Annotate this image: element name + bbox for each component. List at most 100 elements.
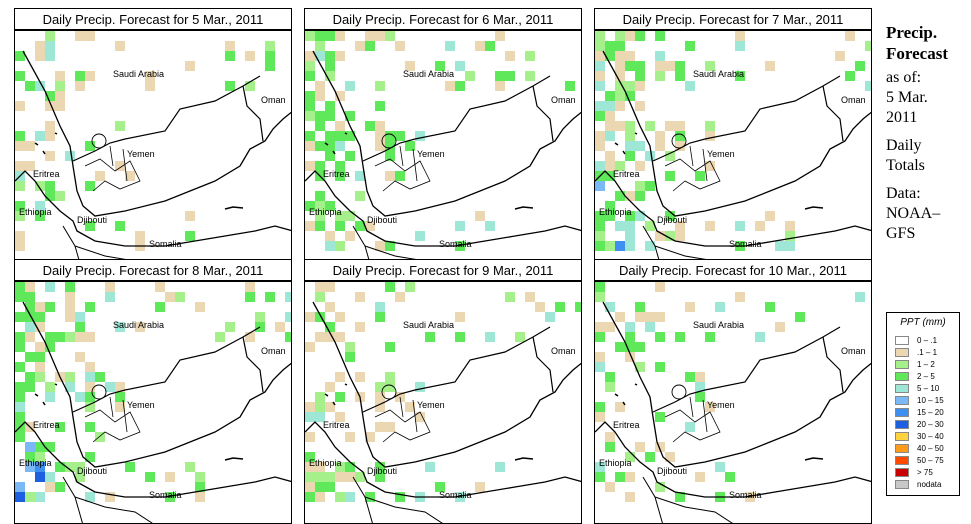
- precip-cell: [65, 292, 75, 302]
- coastline: [595, 421, 871, 498]
- precip-cell: [45, 181, 55, 191]
- label-yemen: Yemen: [127, 149, 155, 159]
- precip-cell: [35, 352, 45, 362]
- label-ethiopia: Ethiopia: [599, 458, 632, 468]
- precip-cell: [135, 322, 145, 332]
- precip-cell: [75, 462, 85, 472]
- precip-cell: [655, 61, 665, 71]
- label-eritrea: Eritrea: [33, 169, 60, 179]
- label-somalia: Somalia: [149, 490, 182, 500]
- precip-cell: [75, 332, 85, 342]
- precip-cell: [605, 161, 615, 171]
- precip-cell: [85, 31, 95, 41]
- precip-cell: [25, 141, 35, 151]
- precip-cell: [145, 71, 155, 81]
- precip-cell: [15, 292, 25, 302]
- precip-cell: [105, 492, 115, 502]
- precip-cell: [335, 332, 345, 342]
- precip-cell: [415, 131, 425, 141]
- precip-cell: [305, 492, 315, 502]
- precip-cell: [425, 462, 435, 472]
- precip-cell: [355, 41, 365, 51]
- precip-cell: [335, 211, 345, 221]
- precip-cell: [305, 201, 315, 211]
- precip-cell: [45, 332, 55, 342]
- precip-cell: [335, 161, 345, 171]
- legend-label: > 75: [917, 468, 933, 477]
- precip-cell: [375, 472, 385, 482]
- coastline: [305, 170, 581, 247]
- sanaa-circle: [381, 384, 397, 400]
- precip-cell: [645, 181, 655, 191]
- precip-cell: [35, 131, 45, 141]
- precip-cell: [15, 332, 25, 342]
- precip-cell: [445, 81, 455, 91]
- precip-cell: [115, 161, 125, 171]
- precip-cell: [775, 241, 785, 251]
- precip-cell: [35, 302, 45, 312]
- precip-cell: [595, 211, 605, 221]
- precip-cell: [315, 111, 325, 121]
- precip-cell: [315, 121, 325, 131]
- precip-cell: [185, 61, 195, 71]
- precip-cell: [525, 51, 535, 61]
- precip-cell: [625, 51, 635, 61]
- precip-cell: [605, 372, 615, 382]
- precip-cell: [375, 382, 385, 392]
- precip-cell: [65, 312, 75, 322]
- precip-cell: [655, 282, 665, 292]
- precip-cell: [15, 181, 25, 191]
- sanaa-circle: [671, 133, 687, 149]
- precip-cell: [595, 181, 605, 191]
- precip-cell: [695, 372, 705, 382]
- precip-cell: [595, 322, 605, 332]
- precip-cell: [635, 312, 645, 322]
- precip-cell: [435, 482, 445, 492]
- precip-cell: [45, 342, 55, 352]
- label-saudi-arabia: Saudi Arabia: [403, 320, 454, 330]
- precip-cell: [385, 422, 395, 432]
- precip-cell: [625, 231, 635, 241]
- precip-cell: [605, 211, 615, 221]
- precip-cell: [85, 492, 95, 502]
- precip-cell: [25, 372, 35, 382]
- precip-cell: [375, 392, 385, 402]
- precip-cell: [115, 121, 125, 131]
- precip-cell: [45, 302, 55, 312]
- precip-cell: [415, 382, 425, 392]
- precip-cell: [375, 121, 385, 131]
- precip-cell: [315, 312, 325, 322]
- precip-cell: [65, 462, 75, 472]
- province-borders: [374, 145, 431, 192]
- precip-cell: [65, 302, 75, 312]
- label-yemen: Yemen: [707, 149, 735, 159]
- precip-cell: [75, 392, 85, 402]
- precip-cell: [625, 141, 635, 151]
- precip-cell: [315, 392, 325, 402]
- precip-cell: [595, 362, 605, 372]
- precip-cell: [735, 221, 745, 231]
- precip-cell: [635, 161, 645, 171]
- precip-cell: [305, 91, 315, 101]
- precip-cell: [185, 462, 195, 472]
- precip-cell: [335, 412, 345, 422]
- precip-cell: [675, 61, 685, 71]
- precip-cell: [125, 462, 135, 472]
- precip-cell: [635, 71, 645, 81]
- precip-cell: [45, 472, 55, 482]
- precip-cell: [415, 231, 425, 241]
- precip-cell: [535, 302, 545, 312]
- precip-cell: [595, 101, 605, 111]
- legend-swatch: [895, 372, 909, 381]
- precip-cell: [115, 221, 125, 231]
- precip-cell: [25, 312, 35, 322]
- precip-cell: [665, 211, 675, 221]
- precip-cell: [375, 81, 385, 91]
- precip-cell: [355, 322, 365, 332]
- label-somalia: Somalia: [729, 239, 762, 249]
- precip-cell: [765, 302, 775, 312]
- precip-cell: [265, 41, 275, 51]
- precip-cell: [15, 201, 25, 211]
- precip-cell: [45, 282, 55, 292]
- precip-cell: [375, 31, 385, 41]
